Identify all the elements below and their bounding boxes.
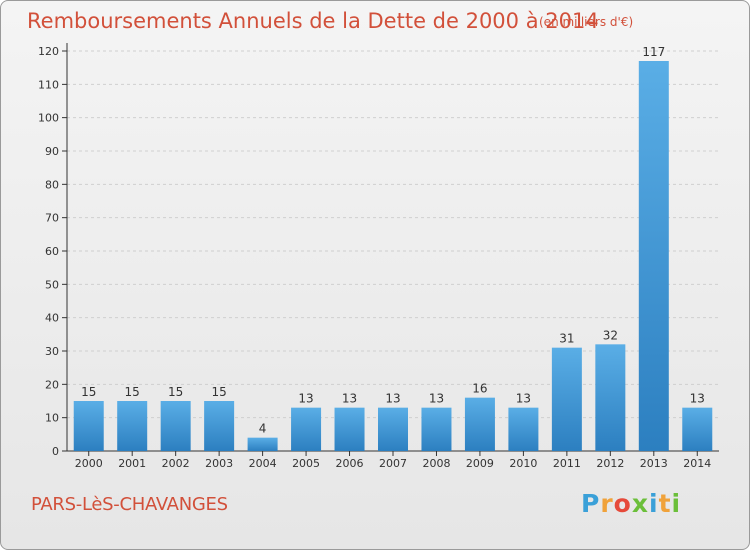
data-label-2007: 13 [385,392,400,406]
y-tick-label-60: 60 [45,245,59,258]
data-label-2001: 15 [125,385,140,399]
y-tick-label-40: 40 [45,312,59,325]
bar-2000[interactable] [73,401,104,451]
bar-2002[interactable] [160,401,191,451]
bar-2009[interactable] [464,397,495,451]
x-tick-label-2005: 2005 [292,457,320,470]
x-tick-label-2010: 2010 [509,457,537,470]
y-tick-label-110: 110 [38,78,59,91]
data-label-2000: 15 [81,385,96,399]
bar-2005[interactable] [291,407,322,451]
x-tick-label-2004: 2004 [249,457,277,470]
x-tick-label-2002: 2002 [162,457,190,470]
y-tick-label-80: 80 [45,178,59,191]
data-label-2006: 13 [342,392,357,406]
y-tick-label-70: 70 [45,212,59,225]
data-label-2003: 15 [211,385,226,399]
data-label-2008: 13 [429,392,444,406]
bar-2001[interactable] [117,401,148,451]
x-tick-label-2003: 2003 [205,457,233,470]
bar-2013[interactable] [638,61,669,451]
x-tick-label-2008: 2008 [422,457,450,470]
y-tick-label-30: 30 [45,345,59,358]
data-label-2005: 13 [298,392,313,406]
data-label-2014: 13 [690,392,705,406]
x-tick-label-2013: 2013 [640,457,668,470]
x-tick-label-2006: 2006 [336,457,364,470]
y-tick-label-100: 100 [38,112,59,125]
labels: 0 10 20 30 40 50 60 70 80 90 100 110 120 2000 15 2001 15… [38,45,711,470]
x-tick-label-2009: 2009 [466,457,494,470]
data-label-2013: 117 [642,45,665,59]
bar-2014[interactable] [682,407,713,451]
y-tick-label-20: 20 [45,378,59,391]
data-label-2009: 16 [472,382,487,396]
y-tick-label-10: 10 [45,412,59,425]
bar-2011[interactable] [551,347,582,451]
x-tick-label-2012: 2012 [596,457,624,470]
bar-2004[interactable] [247,437,278,451]
y-tick-label-120: 120 [38,45,59,58]
chart-unit: (en milliers d'€) [539,15,634,29]
data-label-2010: 13 [516,392,531,406]
x-tick-label-2001: 2001 [118,457,146,470]
bar-2003[interactable] [204,401,235,451]
bar-2010[interactable] [508,407,539,451]
bars [73,61,713,451]
proxiti-logo[interactable]: Proxiti [581,489,682,518]
x-tick-label-2011: 2011 [553,457,581,470]
bar-2007[interactable] [378,407,408,451]
y-tick-label-90: 90 [45,145,59,158]
data-label-2002: 15 [168,385,183,399]
x-tick-label-2000: 2000 [75,457,103,470]
x-tick-label-2007: 2007 [379,457,407,470]
y-tick-label-0: 0 [52,445,59,458]
bar-2008[interactable] [421,407,452,451]
x-tick-label-2014: 2014 [683,457,711,470]
commune-name: PARS-LèS-CHAVANGES [31,494,228,515]
chart-title: Remboursements Annuels de la Dette de 20… [27,9,599,33]
bar-2006[interactable] [334,407,365,451]
y-tick-label-50: 50 [45,278,59,291]
data-label-2011: 31 [559,332,574,346]
bar-2012[interactable] [595,344,626,451]
data-label-2004: 4 [259,422,267,436]
data-label-2012: 32 [603,328,618,342]
